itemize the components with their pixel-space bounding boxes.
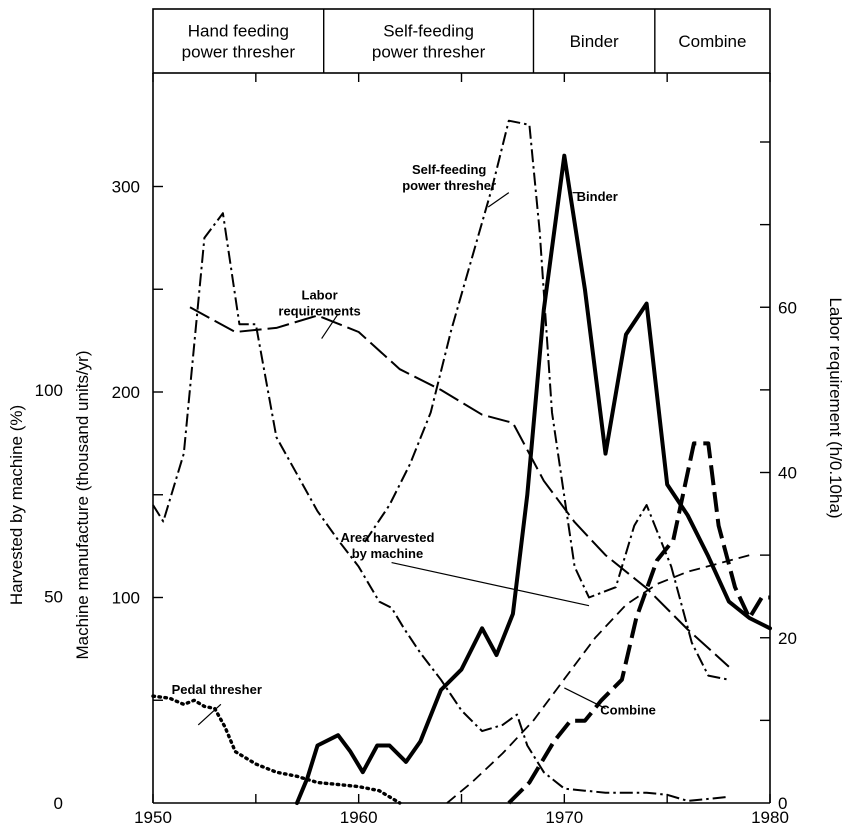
series-lines (151, 119, 772, 805)
annotation-leader (197, 703, 222, 726)
series-binder (295, 153, 772, 805)
annotation-labor: Labor (302, 288, 338, 303)
annotation-self-feeding: Self-feeding (412, 162, 486, 177)
x-tick-label: 1970 (545, 808, 583, 827)
y-harvested-tick-label: 50 (44, 588, 63, 607)
x-tick-label: 1980 (751, 808, 789, 827)
series-pedal-thresher (151, 694, 402, 805)
annotation-area-harvested: Area harvested (340, 530, 434, 545)
annotation-requirements: requirements (278, 304, 360, 319)
y-manufacture-title: Machine manufacture (thousand units/yr) (73, 351, 92, 660)
period-label-power-thresher: power thresher (372, 43, 486, 62)
y-labor-title: Labor requirement (h/0.10ha) (826, 297, 845, 518)
period-label-self-feeding: Self-feeding (383, 22, 474, 41)
y-axis-left: 100 200 300 0 50 100 Harvested by machine (%) M… (7, 178, 163, 813)
y-manufacture-tick-label: 100 (112, 589, 140, 608)
period-label-power-thresher: power thresher (182, 43, 296, 62)
y-labor-tick-label: 0 (778, 794, 787, 813)
period-label-combine: Combine (678, 32, 746, 51)
series-combine (507, 441, 770, 805)
period-label-binder: Binder (570, 32, 619, 51)
period-label-hand-feeding: Hand feeding (188, 22, 289, 41)
annotation-leader (391, 561, 590, 607)
series-hand-feeding-power-thresher (152, 212, 730, 802)
annotation-pedal-thresher: Pedal thresher (172, 682, 262, 697)
y-harvested-tick-label: 0 (54, 794, 63, 813)
annotation-by-machine: by machine (352, 546, 424, 561)
y-labor-tick-label: 20 (778, 629, 797, 648)
series-area-harvested-by-machine (446, 554, 750, 804)
y-labor-tick-label: 40 (778, 464, 797, 483)
series-self-feeding-power-thresher (363, 119, 730, 681)
y-manufacture-tick-label: 300 (112, 178, 140, 197)
x-axis: 1950 1960 1970 1980 (134, 73, 789, 827)
annotation-leader (321, 313, 339, 339)
annotation-combine: Combine (600, 703, 656, 718)
y-harvested-title: Harvested by machine (%) (7, 405, 26, 605)
series-labor-requirements (189, 306, 730, 668)
y-axis-right: 0 20 40 60 Labor requirement (h/0.10ha) (760, 141, 845, 813)
x-tick-label: 1960 (340, 808, 378, 827)
y-manufacture-tick-label: 200 (112, 383, 140, 402)
annotation-binder: Binder (577, 189, 618, 204)
y-labor-tick-label: 60 (778, 298, 797, 317)
x-tick-label: 1950 (134, 808, 172, 827)
period-bands: Hand feeding power thresher Self-feeding po… (152, 8, 771, 74)
y-harvested-tick-label: 100 (35, 381, 63, 400)
annotation-leader (487, 192, 510, 208)
annotation-power-thresher: power thresher (402, 178, 496, 193)
annotation-leader (564, 687, 606, 710)
